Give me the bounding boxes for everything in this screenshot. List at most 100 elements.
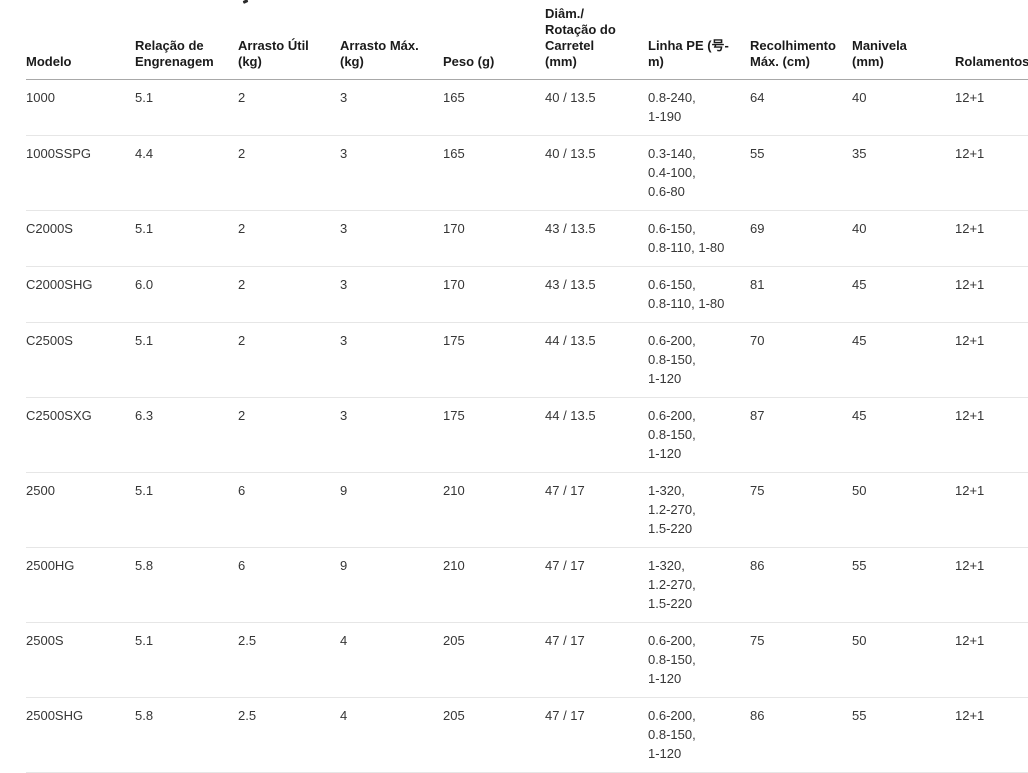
cell-linha_pe: 0.6-150, 0.8-110, 1-80	[648, 210, 750, 267]
column-header-arrasto_max: Arrasto Máx. (kg)	[340, 0, 443, 80]
cell-recolhimento: 81	[750, 266, 852, 323]
cell-linha_pe: 1-320, 1.2-270, 1.5-220	[648, 472, 750, 548]
cell-diam_rotacao: 47 / 17	[545, 547, 648, 623]
cell-modelo: C2000S	[26, 210, 135, 267]
cell-relacao: 5.1	[135, 79, 238, 136]
cell-rolamentos: 12+1	[955, 472, 1028, 548]
cell-peso: 165	[443, 135, 545, 211]
cell-arrasto_max: 3	[340, 266, 443, 323]
cell-recolhimento: 75	[750, 622, 852, 698]
cell-modelo: 2500S	[26, 622, 135, 698]
cell-peso: 205	[443, 697, 545, 773]
cell-diam_rotacao: 40 / 13.5	[545, 135, 648, 211]
cell-manivela: 45	[852, 397, 955, 473]
cell-rolamentos: 12+1	[955, 697, 1028, 773]
cell-peso: 210	[443, 472, 545, 548]
table-header: Modelo Relação de Engrenagem Arrasto Útil …	[26, 0, 1028, 80]
cell-arrasto_util: 6	[238, 547, 340, 623]
cell-rolamentos: 12+1	[955, 547, 1028, 623]
column-header-manivela: Manivela (mm)	[852, 0, 955, 80]
cell-linha_pe: 0.6-200, 0.8-150, 1-120	[648, 622, 750, 698]
cell-relacao: 5.1	[135, 322, 238, 398]
spec-table-container: Modelo Relação de Engrenagem Arrasto Útil …	[26, 0, 1028, 773]
cell-linha_pe: 0.6-200, 0.8-150, 1-120	[648, 322, 750, 398]
cell-rolamentos: 12+1	[955, 322, 1028, 398]
cell-manivela: 50	[852, 622, 955, 698]
cell-arrasto_max: 9	[340, 472, 443, 548]
cell-diam_rotacao: 43 / 13.5	[545, 210, 648, 267]
table-row: 1000 5.1 2 3 165 40 / 13.5 0.8-240, 1-190 64 40 1…	[26, 79, 1028, 136]
cell-manivela: 55	[852, 697, 955, 773]
cell-modelo: C2500SXG	[26, 397, 135, 473]
cell-linha_pe: 0.6-150, 0.8-110, 1-80	[648, 266, 750, 323]
cell-rolamentos: 12+1	[955, 135, 1028, 211]
cell-diam_rotacao: 47 / 17	[545, 472, 648, 548]
cell-arrasto_max: 3	[340, 210, 443, 267]
cell-arrasto_max: 3	[340, 79, 443, 136]
cell-arrasto_max: 4	[340, 622, 443, 698]
cell-manivela: 50	[852, 472, 955, 548]
cell-modelo: 2500HG	[26, 547, 135, 623]
cell-diam_rotacao: 47 / 17	[545, 697, 648, 773]
cell-linha_pe: 0.3-140, 0.4-100, 0.6-80	[648, 135, 750, 211]
cell-recolhimento: 87	[750, 397, 852, 473]
table-row: C2000S 5.1 2 3 170 43 / 13.5 0.6-150, 0.8-110,…	[26, 210, 1028, 267]
cell-arrasto_util: 2	[238, 135, 340, 211]
cell-arrasto_util: 2	[238, 79, 340, 136]
cell-relacao: 5.1	[135, 472, 238, 548]
table-row: 2500S 5.1 2.5 4 205 47 / 17 0.6-200, 0.8-150, …	[26, 622, 1028, 698]
cell-peso: 210	[443, 547, 545, 623]
cell-recolhimento: 70	[750, 322, 852, 398]
table-row: 2500 5.1 6 9 210 47 / 17 1-320, 1.2-270, 1.5-2…	[26, 472, 1028, 548]
cell-manivela: 55	[852, 547, 955, 623]
cell-recolhimento: 86	[750, 697, 852, 773]
cell-diam_rotacao: 44 / 13.5	[545, 322, 648, 398]
cell-relacao: 5.8	[135, 697, 238, 773]
cell-rolamentos: 12+1	[955, 210, 1028, 267]
cell-relacao: 5.1	[135, 622, 238, 698]
cell-manivela: 40	[852, 210, 955, 267]
cell-linha_pe: 1-320, 1.2-270, 1.5-220	[648, 547, 750, 623]
cell-peso: 175	[443, 322, 545, 398]
cell-manivela: 45	[852, 266, 955, 323]
cell-arrasto_max: 3	[340, 397, 443, 473]
cell-modelo: 2500SHG	[26, 697, 135, 773]
cell-peso: 170	[443, 266, 545, 323]
cell-arrasto_max: 9	[340, 547, 443, 623]
cell-arrasto_util: 2	[238, 322, 340, 398]
cell-arrasto_util: 2	[238, 266, 340, 323]
column-header-linha_pe: Linha PE (号- m)	[648, 0, 750, 80]
cell-modelo: 1000	[26, 79, 135, 136]
cell-arrasto_util: 2.5	[238, 622, 340, 698]
table-row: C2000SHG 6.0 2 3 170 43 / 13.5 0.6-150, 0.8-11…	[26, 266, 1028, 323]
cell-modelo: C2000SHG	[26, 266, 135, 323]
spec-table: Modelo Relação de Engrenagem Arrasto Útil …	[26, 0, 1028, 773]
column-header-diam_rotacao: Diâm./ Rotação do Carretel (mm)	[545, 0, 648, 80]
cell-arrasto_util: 2.5	[238, 697, 340, 773]
cell-manivela: 45	[852, 322, 955, 398]
cell-rolamentos: 12+1	[955, 397, 1028, 473]
cell-diam_rotacao: 44 / 13.5	[545, 397, 648, 473]
cell-recolhimento: 75	[750, 472, 852, 548]
column-header-arrasto_util: Arrasto Útil (kg)	[238, 0, 340, 80]
cell-modelo: 2500	[26, 472, 135, 548]
column-header-modelo: Modelo	[26, 0, 135, 80]
table-row: 1000SSPG 4.4 2 3 165 40 / 13.5 0.3-140, 0.4-10…	[26, 135, 1028, 211]
cell-linha_pe: 0.6-200, 0.8-150, 1-120	[648, 697, 750, 773]
cell-linha_pe: 0.8-240, 1-190	[648, 79, 750, 136]
cell-relacao: 5.8	[135, 547, 238, 623]
cell-manivela: 40	[852, 79, 955, 136]
cell-modelo: 1000SSPG	[26, 135, 135, 211]
table-row: C2500SXG 6.3 2 3 175 44 / 13.5 0.6-200, 0.8-15…	[26, 397, 1028, 473]
table-row: 2500HG 5.8 6 9 210 47 / 17 1-320, 1.2-270, 1.5…	[26, 547, 1028, 623]
cell-rolamentos: 12+1	[955, 79, 1028, 136]
column-header-rolamentos: Rolamentos	[955, 0, 1028, 80]
cell-arrasto_max: 4	[340, 697, 443, 773]
table-body: 1000 5.1 2 3 165 40 / 13.5 0.8-240, 1-190 64 40 1…	[26, 79, 1028, 773]
cell-modelo: C2500S	[26, 322, 135, 398]
header-row: Modelo Relação de Engrenagem Arrasto Útil …	[26, 0, 1028, 80]
table-row: C2500S 5.1 2 3 175 44 / 13.5 0.6-200, 0.8-150,…	[26, 322, 1028, 398]
cell-recolhimento: 64	[750, 79, 852, 136]
column-header-recolhimento: Recolhimento Máx. (cm)	[750, 0, 852, 80]
cell-peso: 175	[443, 397, 545, 473]
